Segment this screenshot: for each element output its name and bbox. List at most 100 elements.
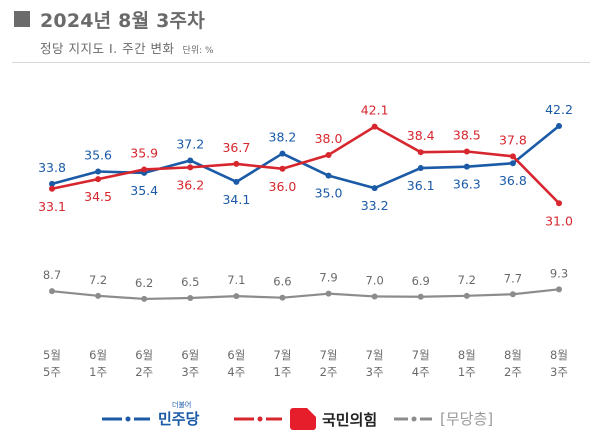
x-tick-month-9: 8월 xyxy=(458,348,476,362)
x-tick-week-3: 3주 xyxy=(181,365,199,379)
data-point-0-4 xyxy=(233,178,240,185)
data-label-0-7: 33.2 xyxy=(361,198,389,213)
data-point-0-6 xyxy=(325,172,332,179)
data-label-0-1: 35.6 xyxy=(84,148,112,163)
data-point-1-2 xyxy=(141,166,148,173)
data-point-1-11 xyxy=(556,200,562,207)
series-line-2 xyxy=(51,288,560,301)
data-label-1-3: 36.2 xyxy=(176,177,204,192)
x-tick-week-7: 3주 xyxy=(366,365,384,379)
x-tick-month-1: 6월 xyxy=(89,348,107,362)
data-label-2-3: 6.5 xyxy=(181,275,199,289)
data-label-0-3: 37.2 xyxy=(176,136,204,151)
data-point-2-7 xyxy=(371,293,378,300)
data-label-2-2: 6.2 xyxy=(135,276,153,290)
legend-label-none: [무당층] xyxy=(440,410,494,428)
legend-democratic-wrap: 더불어 민주당 xyxy=(158,401,200,429)
x-tick-week-10: 2주 xyxy=(504,365,522,379)
line-chart: 33.8 35.6 35.4 37.2 34.1 38.2 35.0 33.2 36.1 36.3… xyxy=(38,102,573,379)
data-point-2-1 xyxy=(95,292,102,299)
x-tick-month-6: 7월 xyxy=(320,348,338,362)
series-line-1 xyxy=(51,125,560,205)
x-tick-week-11: 3주 xyxy=(550,365,568,379)
data-label-2-0: 8.7 xyxy=(43,268,61,282)
data-label-0-6: 35.0 xyxy=(315,186,343,201)
unit-label: 단위: % xyxy=(182,46,214,56)
data-point-2-11 xyxy=(556,286,562,293)
data-point-2-8 xyxy=(417,293,424,300)
data-label-1-5: 36.0 xyxy=(269,179,297,194)
x-tick-week-8: 4주 xyxy=(412,365,430,379)
data-label-1-2: 35.9 xyxy=(130,145,158,160)
data-point-0-10 xyxy=(509,160,516,167)
data-label-1-10: 37.8 xyxy=(499,132,527,147)
data-point-0-9 xyxy=(463,163,470,170)
data-label-1-7: 42.1 xyxy=(361,103,389,118)
data-label-1-11: 31.0 xyxy=(545,213,573,228)
data-point-0-5 xyxy=(279,150,286,157)
page-title: 2024년 8월 3주차 xyxy=(40,9,205,32)
data-label-2-4: 7.1 xyxy=(227,273,245,287)
x-tick-month-3: 6월 xyxy=(181,348,199,362)
data-label-0-11: 42.2 xyxy=(545,102,573,117)
data-point-2-10 xyxy=(509,291,516,298)
data-label-0-9: 36.3 xyxy=(453,177,481,192)
data-point-2-4 xyxy=(233,293,240,300)
x-tick-week-9: 1주 xyxy=(458,365,476,379)
x-tick-month-2: 6월 xyxy=(135,348,153,362)
data-point-0-7 xyxy=(371,185,378,192)
data-point-1-3 xyxy=(187,164,194,171)
x-tick-week-1: 1주 xyxy=(89,365,107,379)
x-tick-month-11: 8월 xyxy=(550,348,568,362)
data-point-2-5 xyxy=(279,294,286,301)
data-label-2-6: 7.9 xyxy=(319,271,337,285)
data-label-1-8: 38.4 xyxy=(407,128,435,143)
data-label-2-7: 7.0 xyxy=(365,273,383,287)
data-label-1-1: 34.5 xyxy=(84,189,112,204)
data-point-2-6 xyxy=(325,290,332,297)
x-tick-week-6: 2주 xyxy=(320,365,338,379)
legend-item-democratic: 더불어 민주당 xyxy=(100,401,200,429)
data-label-2-10: 7.7 xyxy=(504,271,522,285)
data-label-0-10: 36.8 xyxy=(499,173,527,188)
legend-item-ppp: 국민의힘 xyxy=(232,408,377,430)
series-line-0 xyxy=(51,124,560,190)
data-point-2-0 xyxy=(49,288,55,295)
data-point-0-3 xyxy=(187,157,194,164)
legend-item-none: [무당층] xyxy=(392,408,493,429)
data-point-2-3 xyxy=(187,295,194,301)
ppp-logo-icon xyxy=(290,408,316,430)
legend-democratic-small: 더불어 xyxy=(172,401,192,409)
data-label-1-6: 38.0 xyxy=(315,131,343,146)
data-point-0-11 xyxy=(556,122,562,129)
legend-label-democratic: 민주당 xyxy=(158,410,200,428)
chart-subtitle-text: 정당 지지도 Ⅰ. 주간 변화 xyxy=(40,41,175,56)
x-tick-month-8: 7월 xyxy=(412,348,430,362)
data-label-2-5: 6.6 xyxy=(273,275,291,289)
data-label-0-5: 38.2 xyxy=(269,130,297,145)
legend-label-ppp: 국민의힘 xyxy=(322,410,378,429)
chart-legend: 더불어 민주당 국민의힘 [무당층] xyxy=(0,401,600,440)
data-label-1-0: 33.1 xyxy=(38,199,66,214)
x-tick-week-5: 1주 xyxy=(274,365,292,379)
data-point-1-1 xyxy=(95,176,102,183)
legend-line-none xyxy=(394,416,432,421)
data-point-1-7 xyxy=(371,123,378,130)
x-tick-week-0: 5주 xyxy=(43,365,61,379)
data-point-1-6 xyxy=(325,151,332,158)
data-label-2-1: 7.2 xyxy=(89,273,107,287)
data-label-1-4: 36.7 xyxy=(222,140,250,155)
data-label-2-9: 7.2 xyxy=(458,273,476,287)
data-point-1-8 xyxy=(417,149,424,156)
data-label-0-4: 34.1 xyxy=(222,192,250,207)
legend-line-democratic xyxy=(102,416,150,421)
data-point-0-1 xyxy=(95,168,102,175)
data-label-2-8: 6.9 xyxy=(412,274,430,288)
data-label-0-8: 36.1 xyxy=(407,178,435,193)
data-point-0-8 xyxy=(417,165,424,172)
header-divider xyxy=(12,62,590,63)
legend-line-ppp xyxy=(234,416,282,422)
data-point-1-4 xyxy=(233,160,240,167)
data-label-2-11: 9.3 xyxy=(550,266,568,280)
data-point-2-9 xyxy=(463,292,470,299)
